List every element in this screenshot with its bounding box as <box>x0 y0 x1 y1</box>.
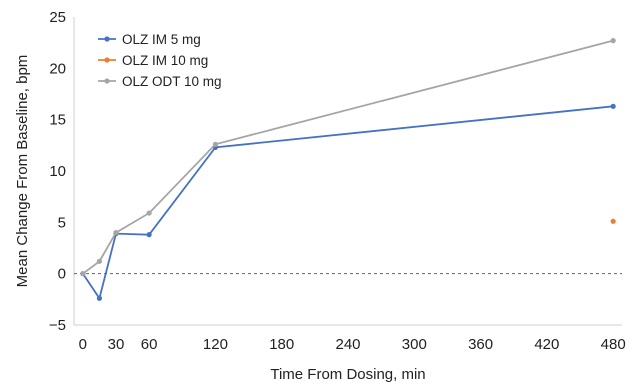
legend-swatch-marker <box>104 36 110 42</box>
data-point <box>212 141 219 147</box>
y-tick-label: 10 <box>49 163 66 180</box>
series <box>610 218 616 224</box>
legend: OLZ IM 5 mg OLZ IM 10 mg OLZ ODT 10 mg <box>98 32 222 89</box>
y-axis-title: Mean Change From Baseline, bpm <box>14 55 31 288</box>
y-tick-label: 15 <box>49 112 66 129</box>
y-tick-label: 25 <box>49 9 66 26</box>
legend-swatch-marker <box>104 57 110 63</box>
axes <box>73 17 622 326</box>
x-tick-label: 300 <box>402 336 427 353</box>
data-point <box>610 38 616 44</box>
series <box>80 38 616 277</box>
x-tick-label: 180 <box>269 336 294 353</box>
data-point <box>146 232 152 238</box>
x-tick-labels: 0 30 60 120 180 240 300 360 420 480 <box>79 336 626 353</box>
series-line <box>82 105 614 301</box>
series-line <box>82 39 614 275</box>
x-tick-label: 480 <box>601 336 626 353</box>
x-tick-label: 30 <box>108 336 125 353</box>
data-point <box>80 271 86 277</box>
x-tick-label: 240 <box>335 336 360 353</box>
data-point <box>146 210 152 216</box>
x-tick-label: 60 <box>141 336 158 353</box>
y-tick-label: 20 <box>49 60 66 77</box>
data-point <box>113 230 119 236</box>
data-point <box>96 258 103 264</box>
data-point <box>96 295 103 301</box>
data-point <box>610 218 616 224</box>
x-tick-label: 120 <box>203 336 228 353</box>
y-tick-label: 0 <box>58 266 66 283</box>
x-tick-label: 360 <box>468 336 493 353</box>
y-tick-label: −5 <box>49 317 66 334</box>
data-point <box>610 103 616 109</box>
legend-label: OLZ IM 5 mg <box>122 32 201 47</box>
legend-label: OLZ ODT 10 mg <box>122 74 222 89</box>
x-tick-label: 420 <box>534 336 559 353</box>
x-axis-title: Time From Dosing, min <box>270 366 425 383</box>
legend-swatch-marker <box>104 78 110 84</box>
legend-label: OLZ IM 10 mg <box>122 53 208 68</box>
x-tick-label: 0 <box>79 336 87 353</box>
series-layer <box>80 38 616 301</box>
y-tick-label: 5 <box>58 214 66 231</box>
y-tick-labels: −5 0 5 10 15 20 25 <box>49 9 66 334</box>
